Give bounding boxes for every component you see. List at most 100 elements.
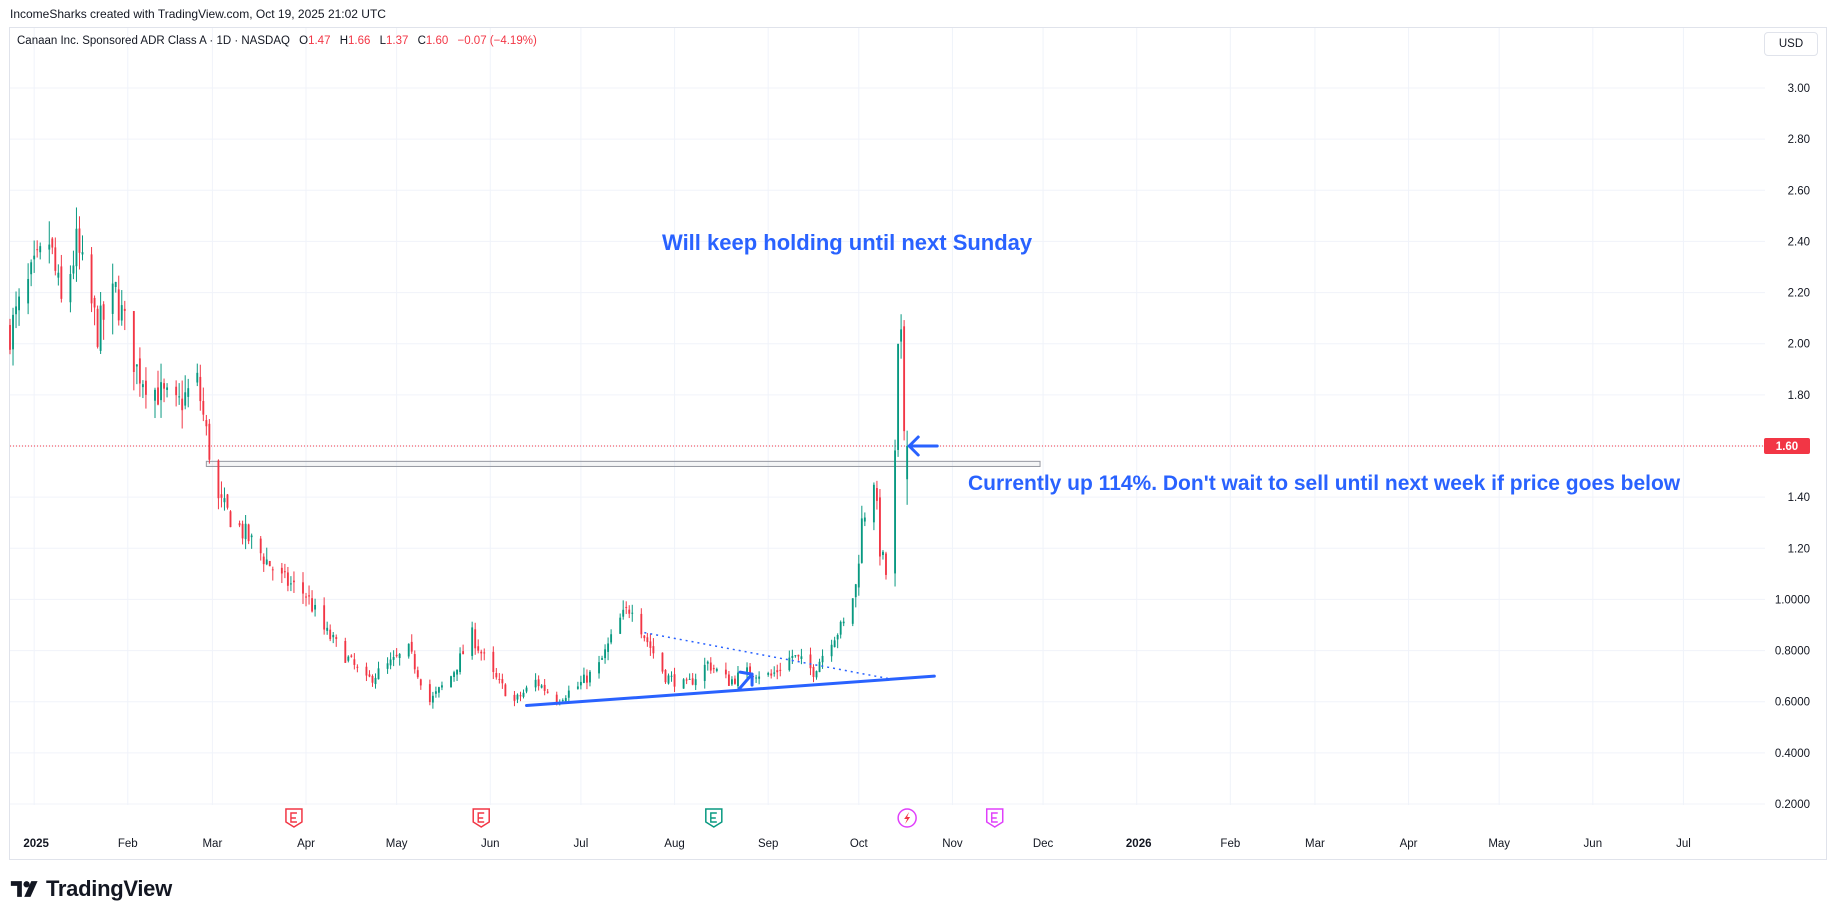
candle (308, 585, 310, 605)
candle (135, 364, 138, 385)
candle (730, 676, 733, 686)
candle (15, 291, 17, 329)
candle (851, 598, 854, 627)
candle (480, 649, 483, 661)
candle (794, 655, 797, 658)
symbol-legend[interactable]: Canaan Inc. Sponsored ADR Class A · 1D ·… (17, 35, 537, 47)
candle (812, 664, 815, 683)
candle (773, 666, 776, 677)
symbol-name: Canaan Inc. Sponsored ADR Class A · 1D ·… (17, 35, 290, 47)
candle (543, 679, 546, 696)
candle (462, 644, 465, 655)
x-tick-label: Jun (481, 838, 500, 850)
candle (459, 647, 462, 675)
candle (746, 662, 748, 678)
y-tick-label: 2.60 (1788, 185, 1810, 197)
candle (694, 673, 697, 691)
candle (546, 688, 549, 694)
candle (431, 691, 434, 709)
tradingview-logo-icon (10, 881, 38, 897)
candle (229, 510, 232, 528)
candle (652, 638, 655, 659)
candle (199, 364, 202, 411)
candle (797, 654, 800, 661)
y-tick-label: 0.6000 (1775, 697, 1810, 709)
chart-frame (9, 27, 1827, 860)
close-label: C (417, 35, 426, 47)
tradingview-brand[interactable]: TradingView (10, 876, 172, 902)
annotation-current-text[interactable]: Currently up 114%. Don't wait to sell un… (968, 472, 1681, 495)
candle (900, 314, 903, 359)
candle (196, 363, 199, 387)
x-tick-label: Mar (1305, 838, 1325, 850)
candle (516, 693, 519, 704)
candle (141, 380, 144, 399)
dividend-bolt-icon (897, 808, 917, 828)
candle (166, 383, 169, 398)
candle (437, 686, 440, 698)
candle (241, 520, 244, 545)
candle (244, 515, 247, 550)
candle (450, 675, 452, 688)
candle (724, 662, 727, 679)
candle (259, 536, 262, 561)
resistance-zone (205, 460, 1041, 467)
x-tick-label: Dec (1033, 838, 1054, 850)
arrow-up-icon (737, 670, 754, 691)
candle (649, 633, 652, 656)
candle (685, 677, 688, 685)
annotation-hold-text[interactable]: Will keep holding until next Sunday (662, 230, 1033, 255)
candle (90, 247, 93, 313)
candle (576, 681, 579, 690)
low-value: 1.37 (386, 35, 409, 47)
candle (386, 657, 389, 674)
candle (217, 459, 220, 510)
earnings-marker-icon (985, 808, 1004, 828)
candle (365, 662, 368, 682)
candle (416, 666, 419, 679)
candle (640, 608, 643, 639)
candle (54, 237, 57, 276)
candle (407, 643, 410, 659)
currency-button[interactable]: USD (1764, 32, 1818, 56)
earnings-marker-icon (472, 808, 490, 828)
candle (625, 601, 628, 615)
last-price-label: 1.60 (1776, 441, 1798, 453)
candle (144, 367, 147, 409)
grid (10, 28, 1765, 805)
candle (33, 240, 36, 273)
candle (344, 637, 347, 664)
candle (187, 378, 190, 408)
candle (501, 673, 504, 689)
x-tick-label: Aug (664, 838, 684, 850)
candle (335, 634, 338, 647)
x-tick-label: Apr (1400, 838, 1418, 850)
x-tick-label: May (1488, 838, 1510, 850)
candle (117, 275, 120, 326)
candle (371, 674, 374, 687)
candle (737, 666, 739, 692)
candle (377, 661, 380, 680)
candle (894, 439, 896, 587)
candle (323, 597, 326, 635)
candle (111, 263, 114, 335)
candle (779, 662, 782, 677)
candle (839, 620, 842, 639)
candle (903, 320, 906, 441)
candle (441, 681, 443, 691)
candle (428, 679, 431, 706)
candle (727, 670, 730, 686)
x-tick-label: Jun (1584, 838, 1603, 850)
candle (875, 480, 878, 510)
candle (72, 250, 75, 280)
candle (78, 216, 81, 270)
candle (350, 654, 353, 658)
candle (567, 685, 570, 703)
y-tick-label: 2.40 (1788, 236, 1810, 248)
candle (776, 664, 779, 680)
candle (879, 489, 881, 566)
candle (477, 639, 480, 654)
candle (314, 598, 317, 617)
candle (262, 553, 265, 572)
